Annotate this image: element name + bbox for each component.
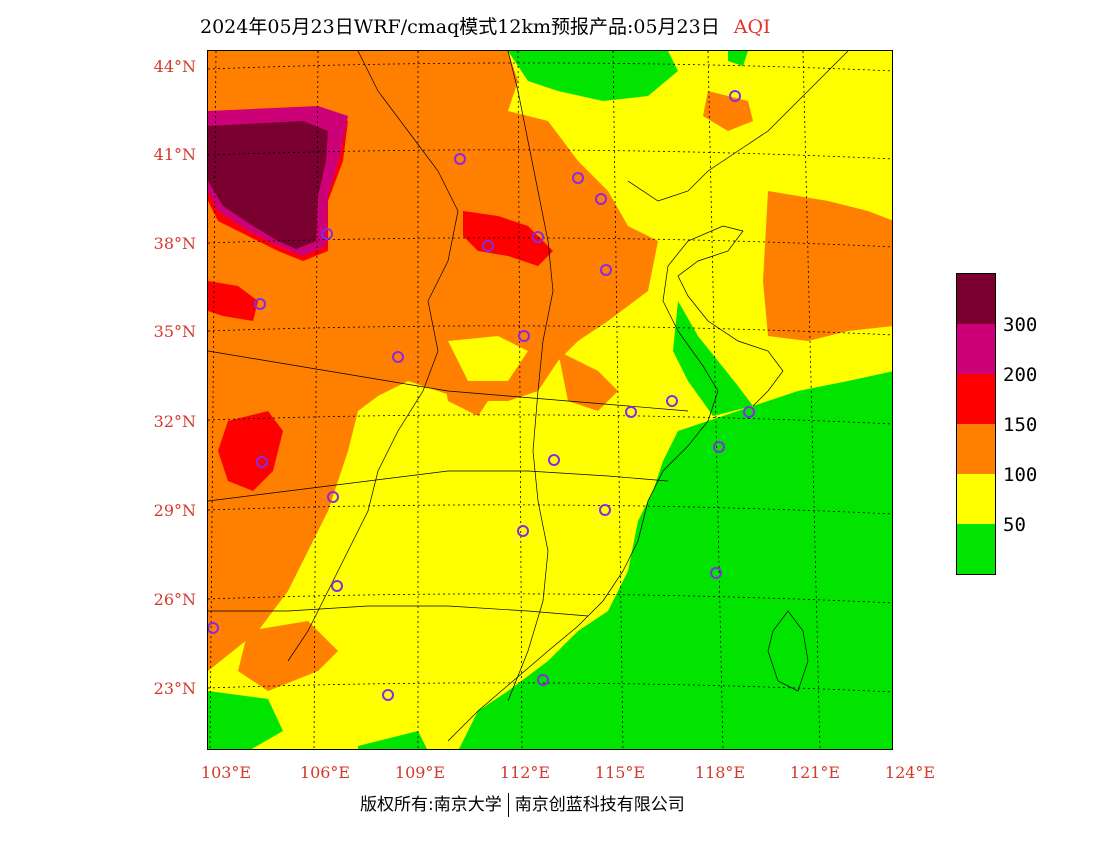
legend-swatch-200-300: [957, 324, 995, 374]
map-title: 2024年05月23日WRF/cmaq模式12km预报产品:05月23日 AQI: [200, 12, 920, 40]
footer-company: 南京创蓝科技有限公司: [514, 795, 685, 815]
lat-label-35: 35°N: [153, 322, 196, 341]
title-main: 2024年05月23日WRF/cmaq模式12km预报产品:05月23日: [200, 16, 720, 38]
legend-swatch-150-200: [957, 374, 995, 424]
aqi-map-canvas: [208, 51, 892, 749]
legend-label-150: 150: [1003, 414, 1038, 436]
footer-separator: [507, 793, 509, 817]
legend-label-50: 50: [1003, 514, 1026, 536]
lat-label-26: 26°N: [153, 590, 196, 609]
lon-label-109: 109°E: [394, 763, 446, 782]
title-variable: AQI: [733, 16, 771, 38]
legend-swatch-100-150: [957, 424, 995, 474]
lat-label-23: 23°N: [153, 679, 196, 698]
lon-label-106: 106°E: [299, 763, 351, 782]
legend-swatch-below-50: [957, 524, 995, 574]
lon-label-118: 118°E: [694, 763, 746, 782]
lon-label-103: 103°E: [200, 763, 252, 782]
footer: 版权所有:南京大学 南京创蓝科技有限公司: [360, 790, 685, 817]
legend-label-300: 300: [1003, 314, 1038, 336]
lon-label-124: 124°E: [884, 763, 936, 782]
lon-label-121: 121°E: [789, 763, 841, 782]
aqi-legend-bar: [956, 273, 996, 575]
footer-copyright: 版权所有:南京大学: [360, 795, 502, 815]
lat-label-44: 44°N: [153, 57, 196, 76]
lat-label-38: 38°N: [153, 234, 196, 253]
lon-label-115: 115°E: [594, 763, 646, 782]
lat-label-29: 29°N: [153, 501, 196, 520]
legend-swatch-above-300: [957, 274, 995, 324]
aqi-map: [207, 50, 893, 750]
lon-label-112: 112°E: [499, 763, 551, 782]
lat-label-41: 41°N: [153, 145, 196, 164]
legend-swatch-50-100: [957, 474, 995, 524]
legend-label-100: 100: [1003, 464, 1038, 486]
lat-label-32: 32°N: [153, 412, 196, 431]
legend-label-200: 200: [1003, 364, 1038, 386]
